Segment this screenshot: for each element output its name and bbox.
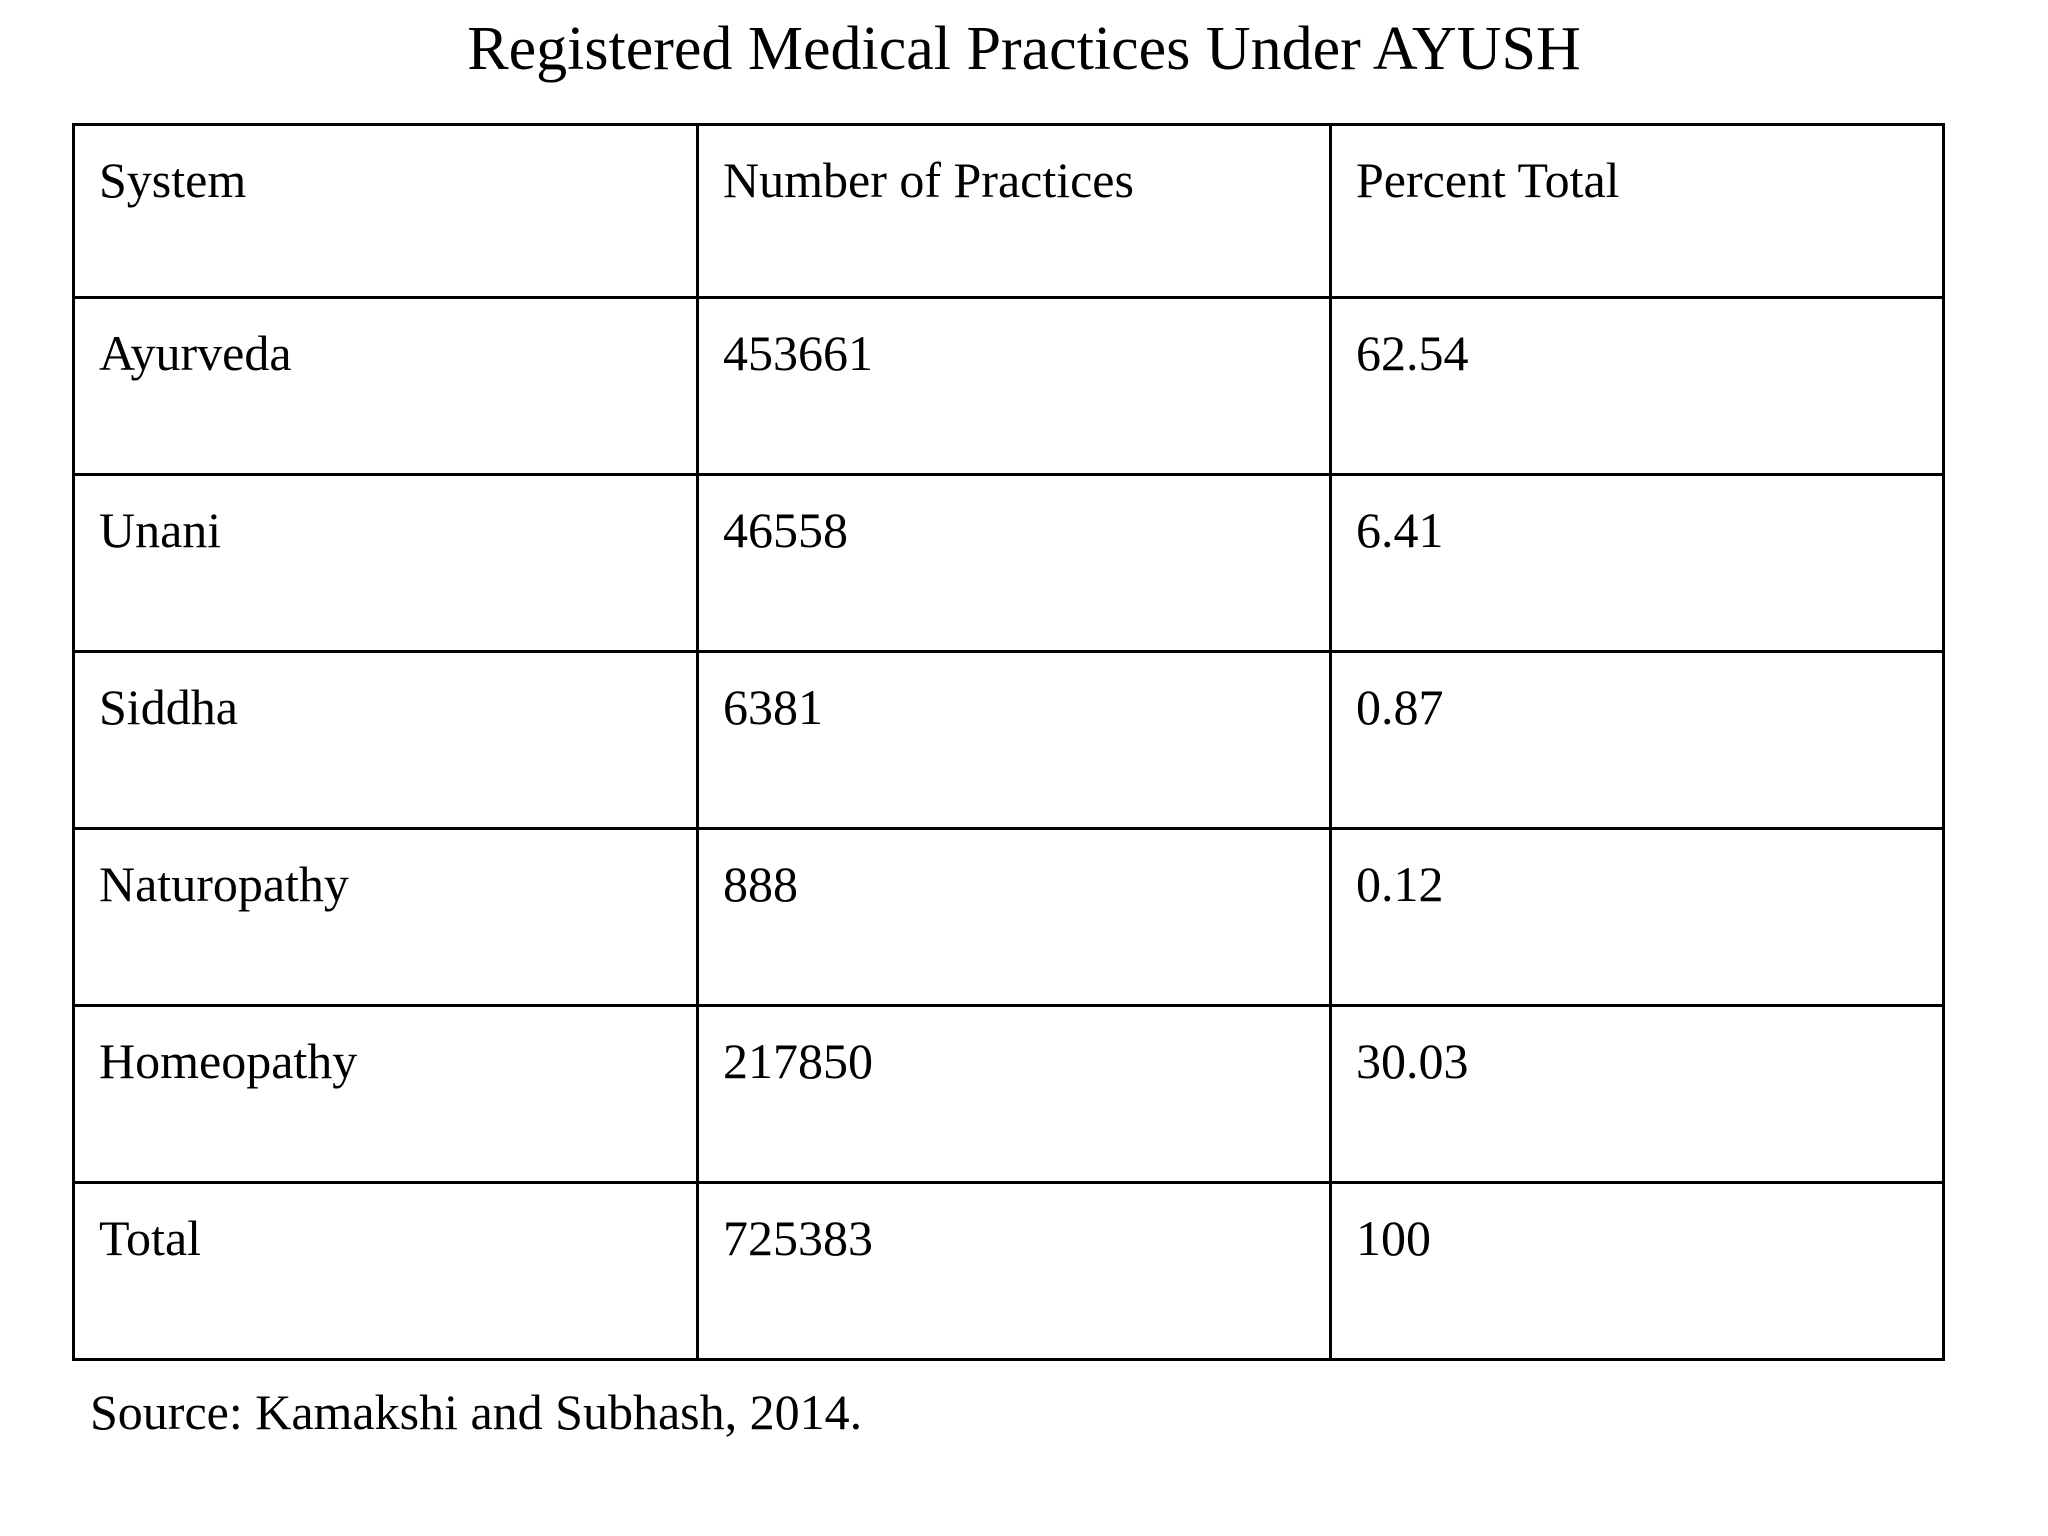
cell-system: Ayurveda <box>72 296 699 476</box>
column-header-system: System <box>72 123 699 299</box>
table-row: Unani 46558 6.41 <box>72 473 1945 653</box>
cell-percent: 0.87 <box>1329 650 1945 830</box>
cell-percent: 30.03 <box>1329 1004 1945 1184</box>
cell-practices: 46558 <box>696 473 1332 653</box>
cell-system: Total <box>72 1181 699 1361</box>
table-row: Siddha 6381 0.87 <box>72 650 1945 830</box>
table-row: Ayurveda 453661 62.54 <box>72 296 1945 476</box>
ayush-practices-table: System Number of Practices Percent Total… <box>72 123 1945 1361</box>
cell-practices: 725383 <box>696 1181 1332 1361</box>
cell-practices: 888 <box>696 827 1332 1007</box>
cell-system: Naturopathy <box>72 827 699 1007</box>
table-row: Naturopathy 888 0.12 <box>72 827 1945 1007</box>
cell-system: Unani <box>72 473 699 653</box>
table-header: System Number of Practices Percent Total <box>72 123 1945 299</box>
column-header-practices: Number of Practices <box>696 123 1332 299</box>
cell-percent: 62.54 <box>1329 296 1945 476</box>
cell-percent: 0.12 <box>1329 827 1945 1007</box>
cell-system: Homeopathy <box>72 1004 699 1184</box>
source-note: Source: Kamakshi and Subhash, 2014. <box>90 1384 863 1440</box>
cell-percent: 100 <box>1329 1181 1945 1361</box>
table-body: Ayurveda 453661 62.54 Unani 46558 6.41 S… <box>72 296 1945 1361</box>
table-row-total: Total 725383 100 <box>72 1181 1945 1361</box>
page-title: Registered Medical Practices Under AYUSH <box>467 15 1581 83</box>
cell-percent: 6.41 <box>1329 473 1945 653</box>
table-row: Homeopathy 217850 30.03 <box>72 1004 1945 1184</box>
cell-practices: 217850 <box>696 1004 1332 1184</box>
header-row: System Number of Practices Percent Total <box>72 123 1945 299</box>
cell-system: Siddha <box>72 650 699 830</box>
cell-practices: 6381 <box>696 650 1332 830</box>
column-header-percent: Percent Total <box>1329 123 1945 299</box>
cell-practices: 453661 <box>696 296 1332 476</box>
